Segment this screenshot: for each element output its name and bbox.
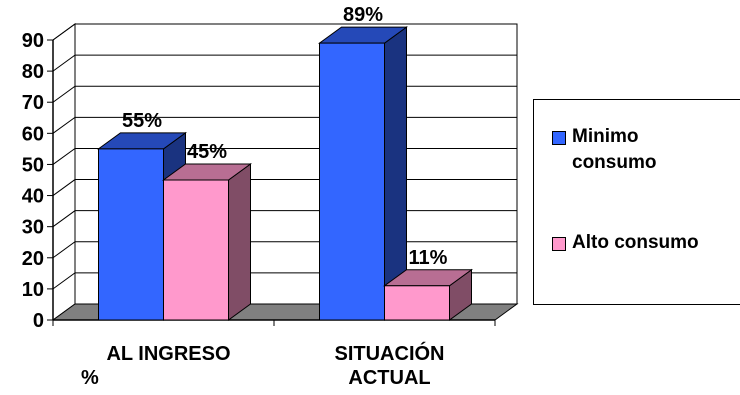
x-category-label: % bbox=[81, 367, 99, 389]
data-label: 11% bbox=[409, 247, 448, 269]
y-tick-label: 50 bbox=[22, 154, 44, 176]
chart-bars bbox=[96, 26, 474, 321]
legend-label: Minimo consumo bbox=[572, 126, 657, 173]
legend-swatch bbox=[552, 237, 566, 251]
data-label: 45% bbox=[187, 141, 227, 163]
legend-item: Minimo consumo bbox=[552, 124, 656, 176]
bar-front-face bbox=[98, 148, 164, 321]
y-tick-label: 30 bbox=[22, 217, 44, 239]
bar-alto-consumo bbox=[382, 268, 474, 321]
y-tick-label: 10 bbox=[22, 279, 44, 301]
y-tick-label: 40 bbox=[22, 186, 44, 208]
bar-front-face bbox=[163, 179, 229, 321]
bar-side-face bbox=[228, 163, 251, 321]
x-category-label: AL INGRESO bbox=[106, 343, 230, 365]
data-label: 89% bbox=[343, 4, 383, 26]
bar-minimo-consumo bbox=[317, 26, 409, 321]
legend-swatch bbox=[552, 131, 566, 145]
gridline bbox=[52, 23, 517, 41]
legend-label: Alto consumo bbox=[572, 232, 699, 253]
bar-alto-consumo bbox=[161, 163, 253, 321]
y-tick-label: 90 bbox=[22, 30, 44, 52]
y-tick-label: 60 bbox=[22, 123, 44, 145]
y-tick-label: 70 bbox=[22, 92, 44, 114]
legend-item: Alto consumo bbox=[552, 230, 699, 256]
bar-front-face bbox=[319, 42, 385, 321]
data-label: 55% bbox=[122, 110, 162, 132]
x-category-label: SITUACIÓN bbox=[335, 341, 445, 365]
y-tick-label: 80 bbox=[22, 61, 44, 83]
legend: Minimo consumo Alto consumo bbox=[533, 99, 740, 305]
x-category-label: ACTUAL bbox=[348, 367, 430, 389]
chart-axes: 0 10 20 30 40 50 60 70 80 90 bbox=[22, 30, 496, 332]
y-tick-label: 20 bbox=[22, 248, 44, 270]
bar-front-face bbox=[384, 285, 450, 321]
y-tick-label: 0 bbox=[33, 310, 44, 332]
